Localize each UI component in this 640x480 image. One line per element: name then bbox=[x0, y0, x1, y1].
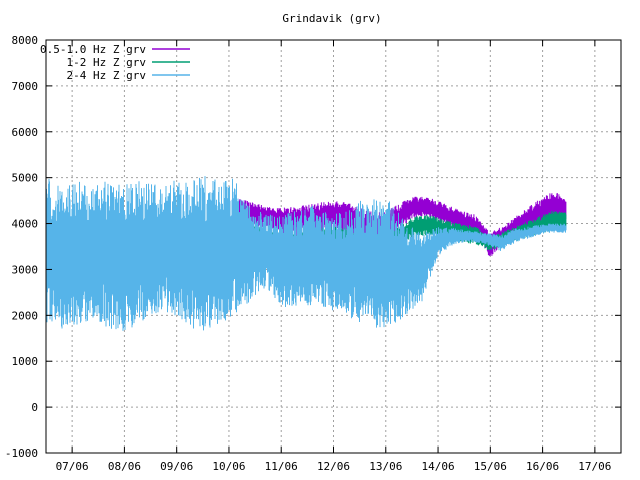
axes: -1000 0 1000 2000 3000 4000 5000 6000 7000 8000 07… bbox=[5, 34, 621, 473]
y-tick-label: 3000 bbox=[12, 263, 39, 276]
legend-label: 0.5-1.0 Hz Z grv bbox=[40, 43, 146, 56]
legend-label: 2-4 Hz Z grv bbox=[67, 69, 147, 82]
x-tick-label: 17/06 bbox=[578, 460, 611, 473]
x-tick-label: 09/06 bbox=[160, 460, 193, 473]
y-tick-label: 7000 bbox=[12, 80, 39, 93]
y-tick-label: 8000 bbox=[12, 34, 39, 47]
y-tick-label: 1000 bbox=[12, 355, 39, 368]
x-tick-label: 07/06 bbox=[56, 460, 89, 473]
y-tick-label: 6000 bbox=[12, 126, 39, 139]
x-tick-label: 12/06 bbox=[317, 460, 350, 473]
series-layer bbox=[45, 176, 567, 331]
y-tick-label: -1000 bbox=[5, 447, 38, 460]
chart-title: Grindavik (grv) bbox=[282, 12, 381, 25]
y-tick-label: 0 bbox=[31, 401, 38, 414]
x-tick-label: 10/06 bbox=[212, 460, 245, 473]
x-tick-label: 11/06 bbox=[265, 460, 298, 473]
x-tick-label: 13/06 bbox=[369, 460, 402, 473]
x-tick-label: 08/06 bbox=[108, 460, 141, 473]
y-tick-label: 2000 bbox=[12, 309, 39, 322]
x-tick-label: 14/06 bbox=[421, 460, 454, 473]
y-tick-label: 4000 bbox=[12, 218, 39, 231]
x-tick-label: 15/06 bbox=[474, 460, 507, 473]
legend-label: 1-2 Hz Z grv bbox=[67, 56, 147, 69]
y-tick-label: 5000 bbox=[12, 172, 39, 185]
x-tick-label: 16/06 bbox=[526, 460, 559, 473]
